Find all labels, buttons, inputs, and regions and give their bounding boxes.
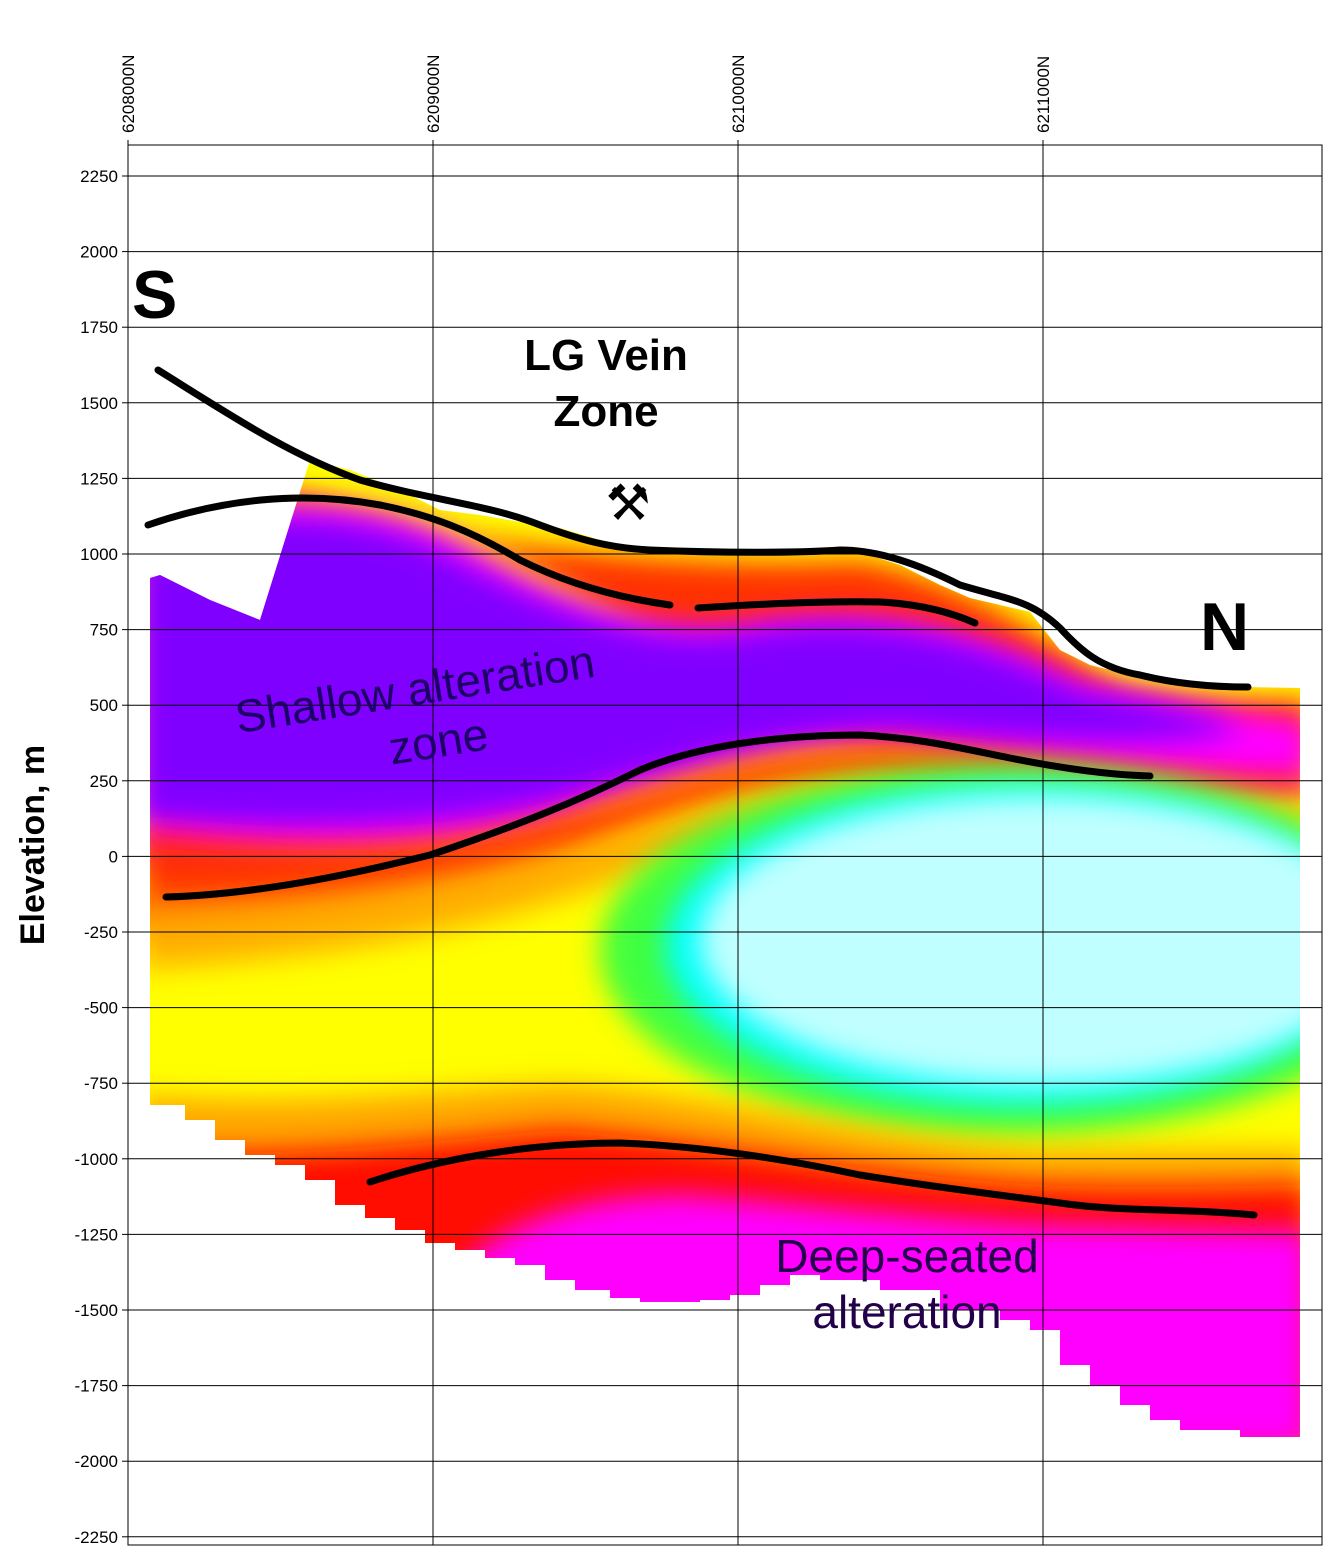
elevation-tick-label: -1250	[75, 1225, 118, 1244]
south-label: S	[132, 257, 177, 333]
elevation-tick-label: 0	[109, 847, 118, 866]
elevation-tick-label: -1000	[75, 1150, 118, 1169]
resistivity-model	[150, 460, 1300, 1437]
elevation-axis: 2250 2000 1750 1500 1250 1000 750 500 250 0 -250 -5…	[75, 167, 118, 1547]
elevation-tick-label: 250	[90, 772, 118, 791]
deep-zone-label-line1: Deep-seated	[775, 1230, 1038, 1282]
vein-zone-label-line2: Zone	[553, 387, 658, 436]
northing-axis: 6208000N 6209000N 6210000N 6211000N	[119, 55, 1053, 133]
elevation-tick-label: 1250	[80, 469, 118, 488]
shallow-base-boundary-line	[162, 731, 1154, 901]
y-axis-label: Elevation, m	[14, 745, 52, 945]
elevation-tick-label: -750	[84, 1074, 118, 1093]
pale-cyan-core	[700, 795, 1300, 1085]
elevation-tick-label: 2000	[80, 243, 118, 262]
northing-tick-label: 6208000N	[119, 55, 138, 133]
elevation-tick-label: 2250	[80, 167, 118, 186]
elevation-tick-label: -2250	[75, 1528, 118, 1547]
elevation-tick-label: 1500	[80, 394, 118, 413]
northing-tick-label: 6211000N	[1034, 56, 1053, 133]
north-label: N	[1200, 589, 1249, 665]
northing-tick-label: 6209000N	[424, 55, 443, 133]
elevation-tick-label: -250	[84, 923, 118, 942]
interpreted-boundaries	[144, 366, 1258, 1219]
shallow-purple-core	[150, 517, 1240, 826]
elevation-tick-label: 1000	[80, 545, 118, 564]
topography-boundary-line	[154, 366, 1252, 691]
vein-zone-label-line1: LG Vein	[524, 331, 688, 380]
shallow-top-boundary-line-east	[694, 598, 979, 627]
northing-tick-label: 6210000N	[729, 55, 748, 133]
elevation-tick-label: -2000	[75, 1452, 118, 1471]
elevation-tick-label: 500	[90, 696, 118, 715]
grid	[122, 140, 1323, 1546]
shallow-top-boundary-line	[144, 494, 674, 609]
deep-boundary-line	[366, 1139, 1258, 1219]
elevation-tick-label: -500	[84, 999, 118, 1018]
elevation-tick-label: -1750	[75, 1377, 118, 1396]
elevation-tick-label: 1750	[80, 318, 118, 337]
elevation-tick-label: 750	[90, 621, 118, 640]
elevation-tick-label: -1500	[75, 1301, 118, 1320]
deep-zone-label-line2: alteration	[812, 1286, 1001, 1338]
mine-pick-hammer-icon: ⚒	[606, 474, 651, 532]
